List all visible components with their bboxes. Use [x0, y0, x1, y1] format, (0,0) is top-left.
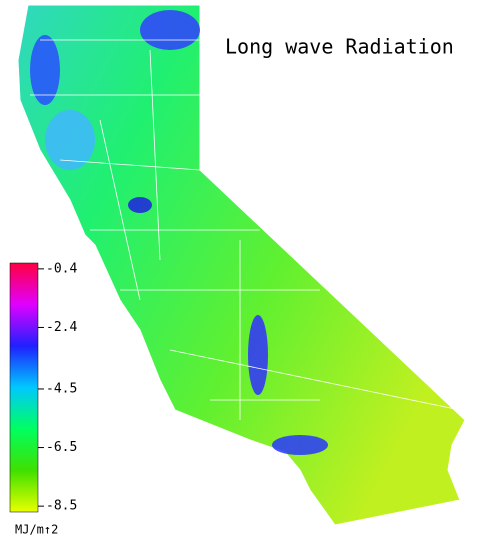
colorbar-label: MJ/m↑2	[15, 523, 58, 537]
tick-label: -0.4	[46, 261, 77, 276]
mid-value-region	[45, 110, 95, 170]
tick-label: -4.5	[46, 381, 77, 396]
california-map	[17, 4, 466, 526]
colorbar	[9, 262, 39, 513]
high-value-region	[272, 435, 328, 455]
colorbar-ticks: -0.4 -2.4 -4.5 -6.5 -8.5	[38, 261, 77, 514]
tick-label: -8.5	[46, 499, 77, 514]
high-value-region	[30, 35, 60, 105]
high-value-region	[140, 10, 200, 50]
county-lines	[30, 39, 461, 420]
tick-label: -2.4	[46, 320, 77, 335]
high-value-region	[248, 315, 268, 395]
tick-label: -6.5	[46, 440, 77, 455]
high-value-region	[128, 197, 152, 213]
map-title: Long wave Radiation	[225, 35, 454, 59]
